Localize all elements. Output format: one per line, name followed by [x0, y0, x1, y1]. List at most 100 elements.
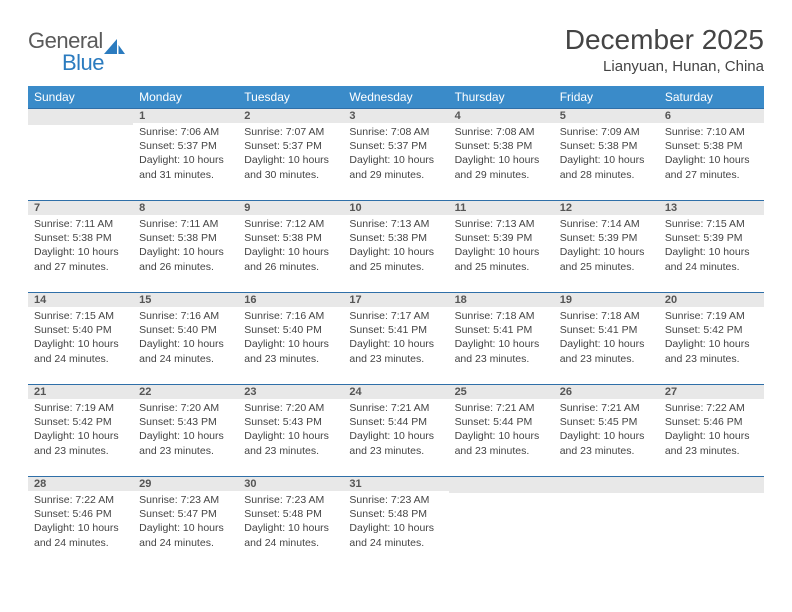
sunset-line: Sunset: 5:46 PM: [665, 415, 758, 429]
page-subtitle: Lianyuan, Hunan, China: [565, 58, 764, 75]
day-number: 7: [28, 200, 133, 215]
sunset-line: Sunset: 5:48 PM: [349, 507, 442, 521]
sunset-line: Sunset: 5:44 PM: [349, 415, 442, 429]
sunrise-line: Sunrise: 7:12 AM: [244, 217, 337, 231]
calendar-empty-cell: [28, 108, 133, 200]
daylight-line: Daylight: 10 hours and 23 minutes.: [34, 429, 127, 457]
daylight-line: Daylight: 10 hours and 23 minutes.: [349, 429, 442, 457]
daylight-line: Daylight: 10 hours and 23 minutes.: [455, 337, 548, 365]
daylight-line: Daylight: 10 hours and 23 minutes.: [139, 429, 232, 457]
day-details: Sunrise: 7:14 AMSunset: 5:39 PMDaylight:…: [554, 215, 659, 276]
daylight-line: Daylight: 10 hours and 23 minutes.: [560, 429, 653, 457]
weekday-header: Sunday: [28, 86, 133, 108]
sunrise-line: Sunrise: 7:09 AM: [560, 125, 653, 139]
sunset-line: Sunset: 5:38 PM: [455, 139, 548, 153]
day-details: Sunrise: 7:18 AMSunset: 5:41 PMDaylight:…: [554, 307, 659, 368]
sunrise-line: Sunrise: 7:20 AM: [139, 401, 232, 415]
daylight-line: Daylight: 10 hours and 23 minutes.: [560, 337, 653, 365]
day-details: Sunrise: 7:10 AMSunset: 5:38 PMDaylight:…: [659, 123, 764, 184]
sunrise-line: Sunrise: 7:23 AM: [139, 493, 232, 507]
sunrise-line: Sunrise: 7:11 AM: [139, 217, 232, 231]
calendar-day-cell: 14Sunrise: 7:15 AMSunset: 5:40 PMDayligh…: [28, 292, 133, 384]
calendar-empty-cell: [449, 476, 554, 568]
daylight-line: Daylight: 10 hours and 26 minutes.: [244, 245, 337, 273]
day-details: Sunrise: 7:11 AMSunset: 5:38 PMDaylight:…: [133, 215, 238, 276]
calendar-day-cell: 28Sunrise: 7:22 AMSunset: 5:46 PMDayligh…: [28, 476, 133, 568]
daylight-line: Daylight: 10 hours and 24 minutes.: [665, 245, 758, 273]
daylight-line: Daylight: 10 hours and 24 minutes.: [244, 521, 337, 549]
calendar-day-cell: 12Sunrise: 7:14 AMSunset: 5:39 PMDayligh…: [554, 200, 659, 292]
sunset-line: Sunset: 5:39 PM: [560, 231, 653, 245]
day-number: 26: [554, 384, 659, 399]
header: GeneralBlue December 2025 Lianyuan, Huna…: [28, 24, 764, 76]
daylight-line: Daylight: 10 hours and 29 minutes.: [455, 153, 548, 181]
sunrise-line: Sunrise: 7:20 AM: [244, 401, 337, 415]
sunrise-line: Sunrise: 7:06 AM: [139, 125, 232, 139]
calendar-day-cell: 3Sunrise: 7:08 AMSunset: 5:37 PMDaylight…: [343, 108, 448, 200]
calendar-table: SundayMondayTuesdayWednesdayThursdayFrid…: [28, 86, 764, 568]
sunset-line: Sunset: 5:41 PM: [560, 323, 653, 337]
day-details: Sunrise: 7:23 AMSunset: 5:48 PMDaylight:…: [343, 491, 448, 552]
calendar-day-cell: 31Sunrise: 7:23 AMSunset: 5:48 PMDayligh…: [343, 476, 448, 568]
daylight-line: Daylight: 10 hours and 28 minutes.: [560, 153, 653, 181]
sunset-line: Sunset: 5:37 PM: [139, 139, 232, 153]
day-details: Sunrise: 7:13 AMSunset: 5:39 PMDaylight:…: [449, 215, 554, 276]
day-number-empty: [449, 476, 554, 493]
calendar-page: GeneralBlue December 2025 Lianyuan, Huna…: [0, 0, 792, 568]
weekday-header: Wednesday: [343, 86, 448, 108]
day-details: Sunrise: 7:08 AMSunset: 5:38 PMDaylight:…: [449, 123, 554, 184]
calendar-day-cell: 4Sunrise: 7:08 AMSunset: 5:38 PMDaylight…: [449, 108, 554, 200]
daylight-line: Daylight: 10 hours and 29 minutes.: [349, 153, 442, 181]
day-details: Sunrise: 7:09 AMSunset: 5:38 PMDaylight:…: [554, 123, 659, 184]
day-number: 19: [554, 292, 659, 307]
sunrise-line: Sunrise: 7:15 AM: [665, 217, 758, 231]
day-number: 17: [343, 292, 448, 307]
calendar-day-cell: 8Sunrise: 7:11 AMSunset: 5:38 PMDaylight…: [133, 200, 238, 292]
calendar-day-cell: 30Sunrise: 7:23 AMSunset: 5:48 PMDayligh…: [238, 476, 343, 568]
day-details: Sunrise: 7:23 AMSunset: 5:47 PMDaylight:…: [133, 491, 238, 552]
daylight-line: Daylight: 10 hours and 24 minutes.: [34, 337, 127, 365]
day-number: 22: [133, 384, 238, 399]
day-number: 13: [659, 200, 764, 215]
calendar-day-cell: 10Sunrise: 7:13 AMSunset: 5:38 PMDayligh…: [343, 200, 448, 292]
sunrise-line: Sunrise: 7:23 AM: [349, 493, 442, 507]
day-details: Sunrise: 7:23 AMSunset: 5:48 PMDaylight:…: [238, 491, 343, 552]
day-details: Sunrise: 7:20 AMSunset: 5:43 PMDaylight:…: [238, 399, 343, 460]
calendar-day-cell: 6Sunrise: 7:10 AMSunset: 5:38 PMDaylight…: [659, 108, 764, 200]
daylight-line: Daylight: 10 hours and 24 minutes.: [139, 521, 232, 549]
day-number: 12: [554, 200, 659, 215]
calendar-week-row: 14Sunrise: 7:15 AMSunset: 5:40 PMDayligh…: [28, 292, 764, 384]
day-details: Sunrise: 7:13 AMSunset: 5:38 PMDaylight:…: [343, 215, 448, 276]
day-number: 18: [449, 292, 554, 307]
day-details: Sunrise: 7:19 AMSunset: 5:42 PMDaylight:…: [28, 399, 133, 460]
sunset-line: Sunset: 5:45 PM: [560, 415, 653, 429]
sunrise-line: Sunrise: 7:14 AM: [560, 217, 653, 231]
calendar-day-cell: 19Sunrise: 7:18 AMSunset: 5:41 PMDayligh…: [554, 292, 659, 384]
sunrise-line: Sunrise: 7:13 AM: [455, 217, 548, 231]
calendar-week-row: 1Sunrise: 7:06 AMSunset: 5:37 PMDaylight…: [28, 108, 764, 200]
calendar-day-cell: 5Sunrise: 7:09 AMSunset: 5:38 PMDaylight…: [554, 108, 659, 200]
sunrise-line: Sunrise: 7:16 AM: [139, 309, 232, 323]
day-number: 5: [554, 108, 659, 123]
day-number: 14: [28, 292, 133, 307]
page-title: December 2025: [565, 24, 764, 56]
day-details: Sunrise: 7:22 AMSunset: 5:46 PMDaylight:…: [659, 399, 764, 460]
sunrise-line: Sunrise: 7:08 AM: [349, 125, 442, 139]
day-details: Sunrise: 7:17 AMSunset: 5:41 PMDaylight:…: [343, 307, 448, 368]
daylight-line: Daylight: 10 hours and 23 minutes.: [244, 337, 337, 365]
day-details: Sunrise: 7:08 AMSunset: 5:37 PMDaylight:…: [343, 123, 448, 184]
weekday-header: Tuesday: [238, 86, 343, 108]
sunrise-line: Sunrise: 7:21 AM: [455, 401, 548, 415]
day-details: Sunrise: 7:20 AMSunset: 5:43 PMDaylight:…: [133, 399, 238, 460]
sunset-line: Sunset: 5:38 PM: [244, 231, 337, 245]
sunrise-line: Sunrise: 7:07 AM: [244, 125, 337, 139]
day-details: Sunrise: 7:12 AMSunset: 5:38 PMDaylight:…: [238, 215, 343, 276]
calendar-day-cell: 20Sunrise: 7:19 AMSunset: 5:42 PMDayligh…: [659, 292, 764, 384]
sunrise-line: Sunrise: 7:21 AM: [560, 401, 653, 415]
sunrise-line: Sunrise: 7:13 AM: [349, 217, 442, 231]
day-details: Sunrise: 7:19 AMSunset: 5:42 PMDaylight:…: [659, 307, 764, 368]
calendar-week-row: 28Sunrise: 7:22 AMSunset: 5:46 PMDayligh…: [28, 476, 764, 568]
day-details: Sunrise: 7:15 AMSunset: 5:39 PMDaylight:…: [659, 215, 764, 276]
sunrise-line: Sunrise: 7:18 AM: [560, 309, 653, 323]
calendar-day-cell: 27Sunrise: 7:22 AMSunset: 5:46 PMDayligh…: [659, 384, 764, 476]
